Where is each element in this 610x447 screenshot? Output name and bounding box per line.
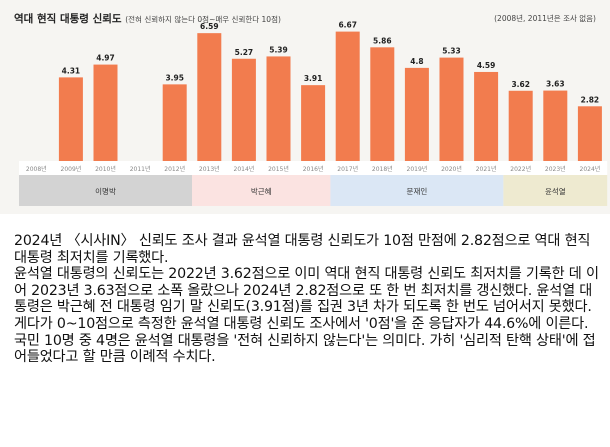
chart-subtitle: (전혀 신뢰하지 않는다 0점~매우 신뢰한다 10점) — [125, 15, 281, 24]
group-band-3 — [503, 175, 608, 206]
value-label: 3.62 — [511, 80, 530, 89]
value-label: 6.59 — [200, 22, 219, 31]
value-label: 4.31 — [62, 66, 81, 75]
bar — [335, 31, 360, 161]
group-label: 이명박 — [95, 186, 116, 196]
group-label: 윤석열 — [545, 186, 566, 196]
value-label: 2.82 — [581, 95, 600, 104]
category-label: 2016년 — [303, 165, 324, 173]
group-label: 문재인 — [407, 186, 428, 196]
bar — [197, 33, 222, 161]
category-label: 2023년 — [545, 165, 566, 173]
chart-title: 역대 현직 대통령 신뢰도 (전혀 신뢰하지 않는다 0점~매우 신뢰한다 10… — [14, 11, 281, 26]
value-label: 4.97 — [96, 54, 115, 63]
category-label: 2010년 — [95, 165, 116, 173]
article-paragraph-2: 윤석열 대통령의 신뢰도는 2022년 3.62점으로 이미 역대 현직 대통령… — [14, 266, 599, 316]
category-label: 2017년 — [337, 165, 358, 173]
value-label: 5.27 — [235, 48, 254, 57]
group-band-2 — [330, 175, 504, 206]
category-label: 2019년 — [407, 165, 428, 173]
value-label: 3.95 — [165, 73, 184, 82]
value-label: 4.59 — [477, 61, 496, 70]
bar — [404, 67, 429, 161]
category-label: 2011년 — [130, 165, 151, 173]
category-label: 2008년 — [26, 165, 47, 173]
bar-chart: 이명박 박근혜 문재인 윤석열 2008년 4.31 2009년 4.97 2010년 2011년… — [19, 21, 608, 206]
category-label: 2021년 — [476, 165, 497, 173]
bar — [439, 57, 464, 161]
category-label: 2024년 — [580, 165, 601, 173]
category-label: 2014년 — [234, 165, 255, 173]
category-label: 2012년 — [164, 165, 185, 173]
group-label: 박근혜 — [251, 186, 272, 196]
bar — [577, 106, 602, 161]
value-label: 4.8 — [410, 57, 423, 66]
bar — [231, 58, 256, 161]
category-label: 2020년 — [441, 165, 462, 173]
bar — [266, 56, 291, 161]
value-label: 3.91 — [304, 74, 323, 83]
bar — [162, 84, 187, 161]
value-label: 6.67 — [338, 21, 357, 30]
article-paragraph-1: 2024년 〈시사IN〉 신뢰도 조사 결과 윤석열 대통령 신뢰도가 10점 … — [14, 233, 591, 266]
value-label: 5.86 — [373, 36, 392, 45]
category-label: 2022년 — [510, 165, 531, 173]
bar — [58, 77, 83, 161]
chart-card: 역대 현직 대통령 신뢰도 (전혀 신뢰하지 않는다 0점~매우 신뢰한다 10… — [0, 0, 610, 214]
bar — [543, 90, 568, 161]
article-paragraph-3: 게다가 0~10점으로 측정한 윤석열 대통령 신뢰도 조사에서 '0점'을 준… — [14, 315, 596, 366]
category-label: 2015년 — [268, 165, 289, 173]
bar — [370, 47, 395, 161]
chart-note: (2008년, 2011년은 조사 없음) — [494, 14, 596, 23]
bar — [508, 90, 533, 161]
category-label: 2018년 — [372, 165, 393, 173]
group-band-0 — [19, 175, 192, 206]
group-band-1 — [192, 175, 331, 206]
category-band — [19, 161, 608, 175]
bar — [474, 71, 499, 161]
category-label: 2009년 — [61, 165, 82, 173]
category-label: 2013년 — [199, 165, 220, 173]
article-text: 2024년 〈시사IN〉 신뢰도 조사 결과 윤석열 대통령 신뢰도가 10점 … — [14, 233, 600, 366]
bar — [301, 85, 326, 161]
value-label: 5.33 — [442, 47, 461, 56]
chart-title-text: 역대 현직 대통령 신뢰도 — [14, 13, 122, 25]
bar — [93, 64, 118, 161]
value-label: 5.39 — [269, 45, 288, 54]
value-label: 3.63 — [546, 80, 565, 89]
